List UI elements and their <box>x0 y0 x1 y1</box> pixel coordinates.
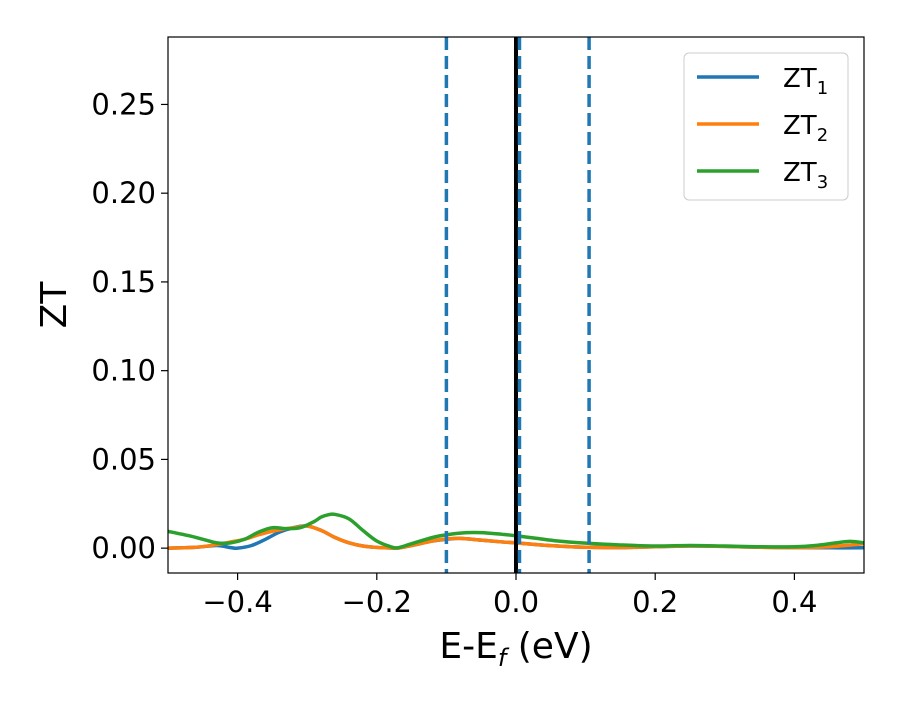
series-line-3 <box>168 512 864 550</box>
y-tick-label: 0.05 <box>91 442 156 476</box>
x-tick-label: 0.2 <box>632 585 678 619</box>
x-tick-label: 0.0 <box>493 585 539 619</box>
x-tick-label: 0.4 <box>771 585 817 619</box>
legend-label-3: ZT3 <box>783 158 828 193</box>
legend-label-2: ZT2 <box>783 111 828 146</box>
x-tick-label: −0.2 <box>342 585 412 619</box>
y-tick-label: 0.15 <box>91 265 156 299</box>
legend: ZT1 ZT2 ZT3 <box>683 52 849 201</box>
plot-area <box>168 512 864 551</box>
x-axis-label: E-Ef (eV) <box>439 626 592 672</box>
legend-box <box>683 52 849 201</box>
y-tick-label: 0.25 <box>91 87 156 121</box>
x-axis: −0.4 −0.2 0.0 0.2 0.4 <box>202 573 817 619</box>
y-axis: 0.00 0.05 0.10 0.15 0.20 0.25 <box>91 87 168 565</box>
y-tick-label: 0.00 <box>91 531 156 565</box>
legend-label-1: ZT1 <box>783 64 828 99</box>
y-axis-label: ZT <box>34 281 75 329</box>
x-tick-label: −0.4 <box>202 585 272 619</box>
reference-lines <box>444 37 591 573</box>
y-tick-label: 0.10 <box>91 354 156 388</box>
y-tick-label: 0.20 <box>91 176 156 210</box>
